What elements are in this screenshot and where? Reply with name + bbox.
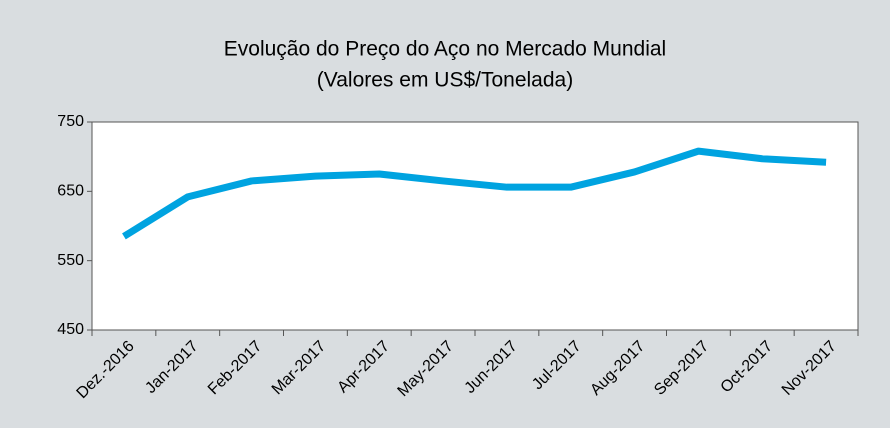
chart-title: Evolução do Preço do Aço no Mercado Mund… bbox=[224, 38, 666, 61]
y-tick-label: 450 bbox=[57, 321, 84, 338]
y-tick-label: 550 bbox=[57, 252, 84, 269]
chart-subtitle: (Valores em US$/Tonelada) bbox=[317, 69, 573, 92]
y-tick-label: 650 bbox=[57, 183, 84, 200]
line-series bbox=[122, 147, 827, 240]
y-tick-label: 750 bbox=[57, 113, 84, 130]
